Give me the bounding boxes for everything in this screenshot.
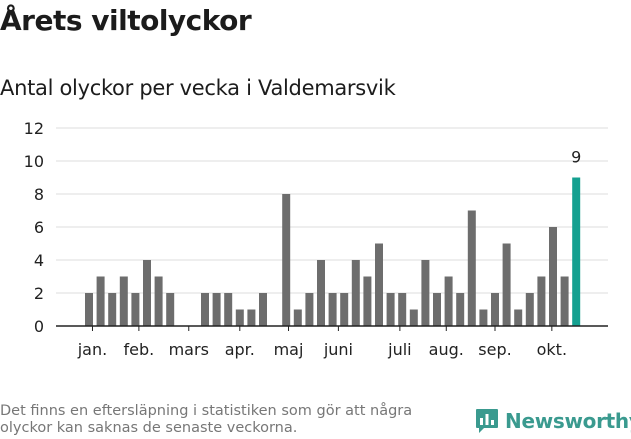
bar: [224, 293, 233, 326]
y-tick-label: 0: [34, 317, 44, 336]
bar: [479, 309, 488, 326]
bar: [259, 293, 267, 326]
bar-highlight: [572, 177, 581, 326]
bar: [375, 243, 383, 326]
x-tick-label: mars: [169, 340, 209, 359]
bar: [131, 293, 140, 326]
bar: [398, 293, 407, 326]
x-tick-label: okt.: [537, 340, 567, 359]
bar: [293, 309, 302, 326]
bar: [409, 309, 418, 326]
y-tick-label: 4: [34, 251, 44, 270]
bar: [491, 293, 499, 326]
bar: [166, 293, 175, 326]
x-tick-label: jan.: [77, 340, 107, 359]
y-tick-label: 8: [34, 185, 44, 204]
bar: [444, 276, 453, 326]
x-tick-label: feb.: [124, 340, 155, 359]
y-tick-label: 10: [24, 152, 44, 171]
bar: [363, 276, 372, 326]
brand-name: Newsworthy: [505, 409, 631, 433]
bar: [317, 260, 325, 326]
newsworthy-logo-icon: [476, 409, 498, 433]
bar: [154, 276, 163, 326]
chart-subtitle: Antal olyckor per vecka i Valdemarsvik: [0, 76, 396, 100]
bar: [340, 293, 349, 326]
bar: [525, 293, 534, 326]
x-tick-label: juni: [323, 340, 353, 359]
bar: [502, 243, 511, 326]
bars: 9: [85, 148, 581, 326]
bar: [514, 309, 523, 326]
x-tick-label: maj: [274, 340, 304, 359]
y-tick-label: 6: [34, 218, 44, 237]
bar: [421, 260, 430, 326]
footnote: Det finns en eftersläpning i statistiken…: [0, 403, 413, 436]
x-tick-label: juli: [387, 340, 411, 359]
y-tick-label: 2: [34, 284, 44, 303]
bar: [119, 276, 128, 326]
x-axis-ticks: jan. feb. mars apr. maj juni juli aug. sep. okt.: [77, 326, 567, 359]
bar: [467, 210, 476, 326]
x-tick-label: apr.: [225, 340, 255, 359]
bar: [351, 260, 360, 326]
bar: [108, 293, 117, 326]
x-tick-label: sep.: [478, 340, 511, 359]
brand-logo: Newsworthy: [475, 408, 631, 434]
bar: [560, 276, 569, 326]
bar: [247, 309, 256, 326]
grid-lines: [56, 127, 608, 294]
bar: [549, 227, 557, 326]
bar: [386, 293, 395, 326]
chart-title: Årets viltolyckor: [0, 4, 252, 37]
bar: [85, 293, 93, 326]
data-label: 9: [571, 148, 581, 167]
bar: [201, 293, 209, 326]
bar: [305, 293, 314, 326]
bar: [328, 293, 337, 326]
bar: [456, 293, 465, 326]
x-tick-label: aug.: [429, 340, 464, 359]
bar: [433, 293, 441, 326]
bar-chart: 0 2 4 6 8 10 12 9 jan. feb. mars apr. maj juni juli a…: [24, 119, 608, 359]
bar: [235, 309, 244, 326]
bar: [96, 276, 105, 326]
bar: [537, 276, 546, 326]
y-tick-label: 12: [24, 119, 44, 138]
bar: [282, 194, 291, 326]
bar: [212, 293, 221, 326]
y-axis-ticks: 0 2 4 6 8 10 12: [24, 119, 44, 336]
bar: [143, 260, 151, 326]
